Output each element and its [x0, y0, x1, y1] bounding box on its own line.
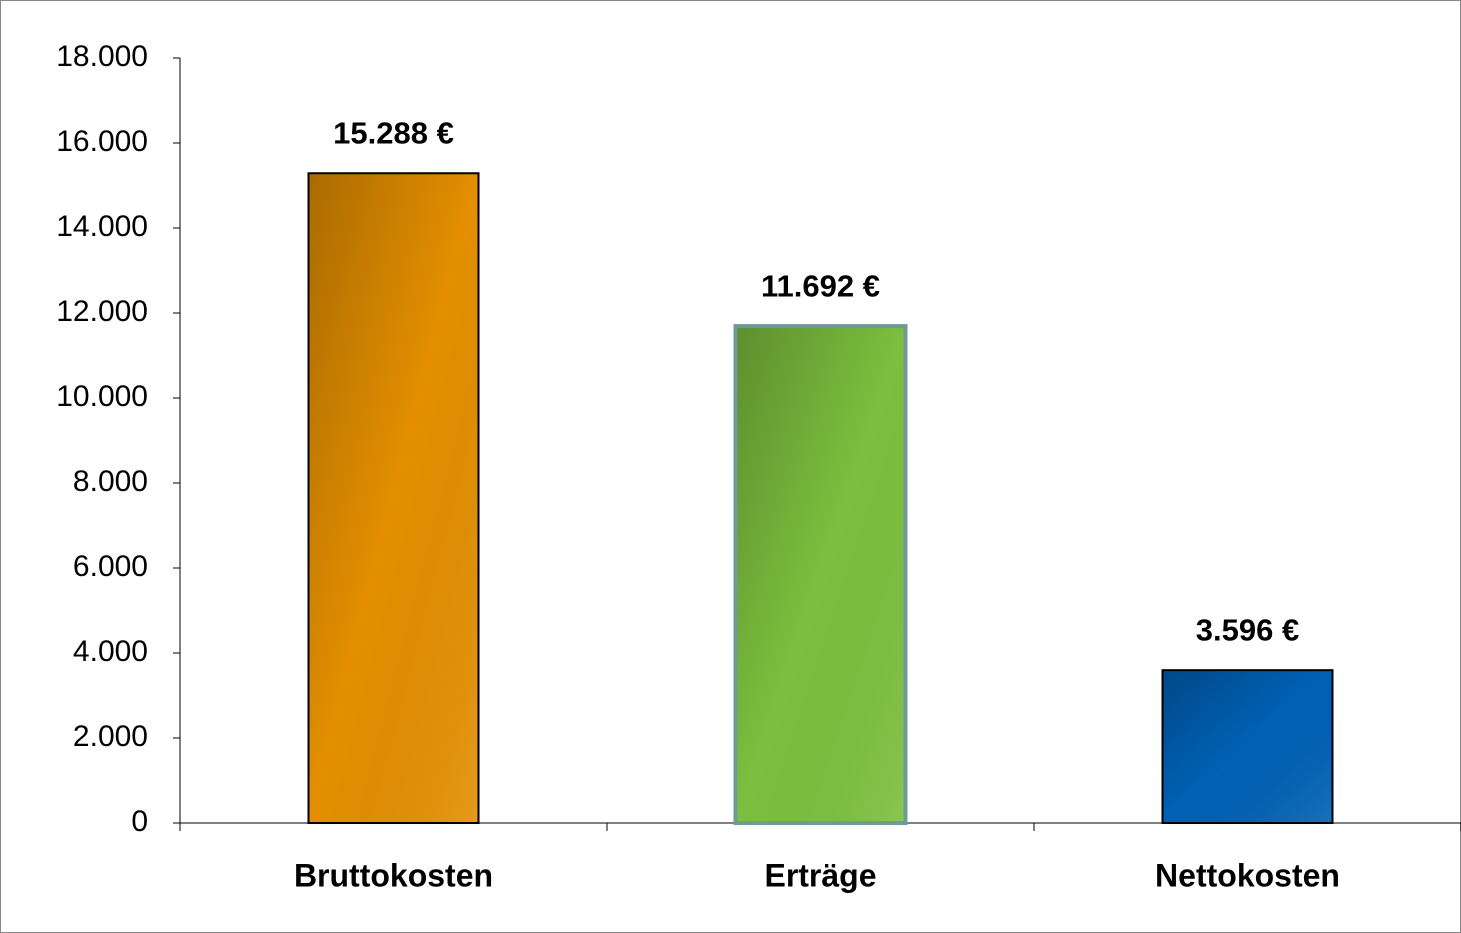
x-tick-label: Erträge — [764, 857, 876, 893]
y-tick-label: 2.000 — [73, 720, 148, 753]
bar-shade — [309, 174, 478, 822]
y-tick-label: 18.000 — [56, 40, 148, 73]
value-label: 15.288 € — [333, 115, 454, 150]
y-tick-label: 4.000 — [73, 635, 148, 668]
y-tick-label: 8.000 — [73, 465, 148, 498]
y-tick-label: 0 — [131, 805, 148, 838]
value-label: 3.596 € — [1196, 612, 1299, 647]
y-tick-label: 6.000 — [73, 550, 148, 583]
y-tick-label: 14.000 — [56, 210, 148, 243]
bar-shade — [737, 328, 904, 821]
value-label: 11.692 € — [761, 268, 880, 303]
y-tick-label: 10.000 — [56, 380, 148, 413]
y-tick-label: 16.000 — [56, 125, 148, 158]
y-tick-label: 12.000 — [56, 295, 148, 328]
bar-shade — [1163, 671, 1332, 822]
x-tick-label: Nettokosten — [1155, 857, 1340, 893]
x-tick-label: Bruttokosten — [294, 857, 493, 893]
